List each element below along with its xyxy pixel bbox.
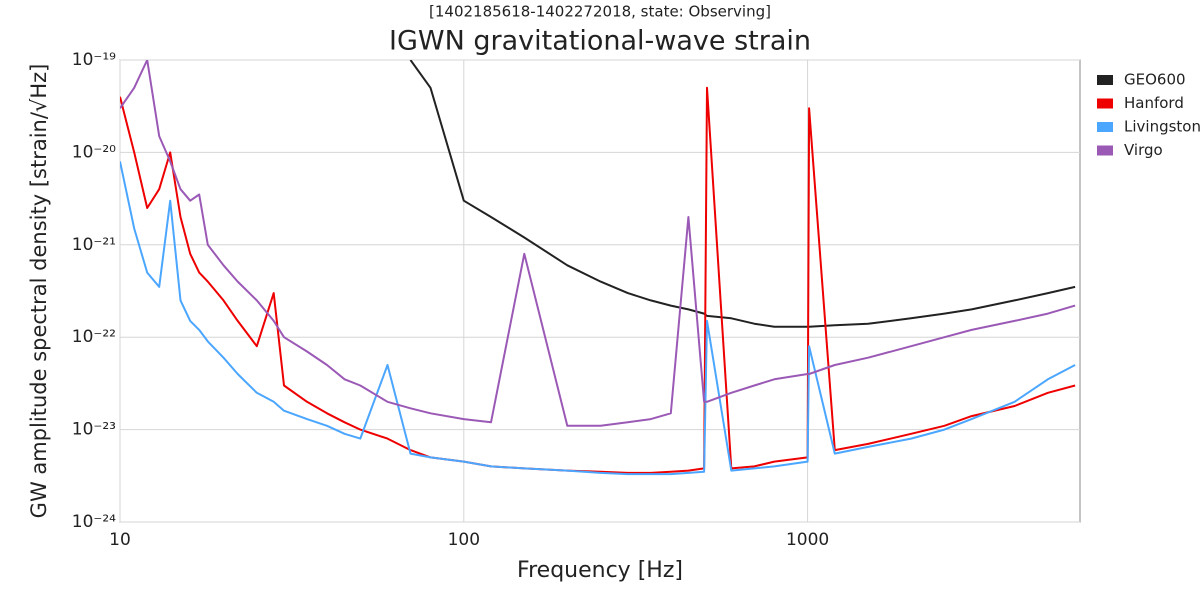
x-tick-label: 1000	[786, 530, 829, 550]
y-tick-label: 10⁻²⁰	[72, 142, 116, 162]
legend-label: GEO600	[1124, 71, 1186, 89]
y-tick-label: 10⁻²⁴	[72, 512, 116, 532]
x-tick-label: 10	[109, 530, 131, 550]
chart-title: IGWN gravitational-wave strain	[389, 26, 811, 57]
series-line	[120, 60, 1076, 427]
y-tick-label: 10⁻²²	[72, 327, 116, 347]
series-line	[409, 60, 1076, 328]
plot-area	[120, 60, 1076, 476]
legend-swatch	[1097, 98, 1113, 109]
x-tick-label: 100	[448, 530, 480, 550]
legend-label: Livingston	[1124, 118, 1200, 136]
grid	[119, 59, 1080, 523]
y-axis-label: GW amplitude spectral density [strain/√H…	[27, 64, 51, 519]
y-tick-label: 10⁻¹⁹	[72, 50, 116, 70]
series-line	[120, 161, 1076, 476]
legend-swatch	[1097, 122, 1113, 132]
legend-label: Virgo	[1124, 141, 1163, 159]
legend-label: Hanford	[1124, 94, 1184, 112]
legend-swatch	[1097, 145, 1113, 156]
chart-subtitle: [1402185618-1402272018, state: Observing…	[429, 3, 771, 21]
y-tick-label: 10⁻²¹	[72, 235, 116, 255]
x-axis-label: Frequency [Hz]	[517, 558, 683, 583]
legend-swatch	[1097, 75, 1113, 85]
plot-frame	[119, 59, 1081, 523]
y-tick-label: 10⁻²³	[72, 420, 116, 440]
legend: GEO600 Hanford Livingston Virgo	[1097, 71, 1200, 159]
